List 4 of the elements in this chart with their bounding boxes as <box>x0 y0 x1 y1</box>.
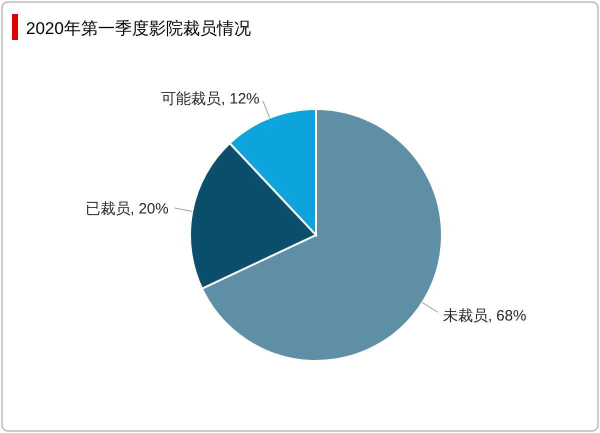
slice-label: 未裁员, 68% <box>442 307 526 324</box>
slice-label: 已裁员, 20% <box>85 200 169 218</box>
chart-title: 2020年第一季度影院裁员情况 <box>26 19 251 38</box>
slice-label: 可能裁员, 12% <box>161 90 260 108</box>
